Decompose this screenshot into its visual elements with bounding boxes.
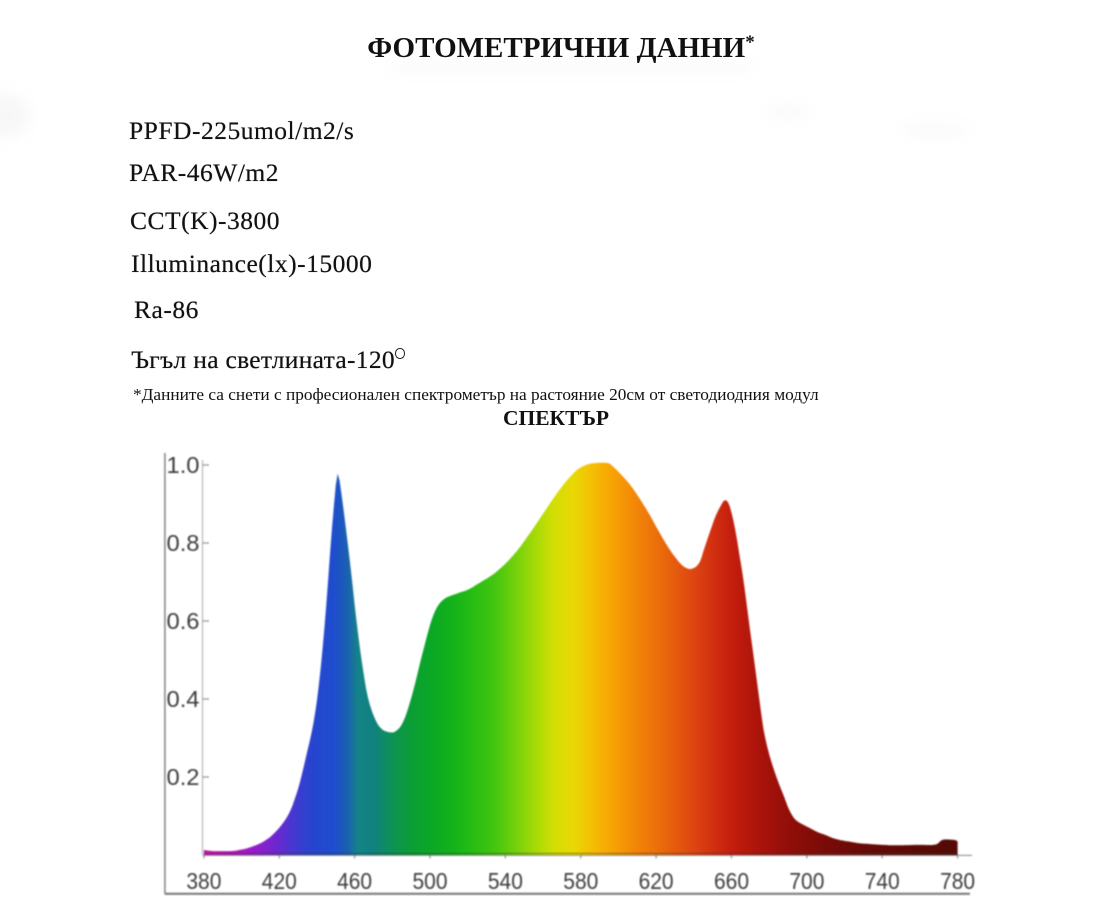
svg-text:460: 460 [337, 868, 372, 894]
svg-text:420: 420 [262, 868, 297, 894]
svg-text:380: 380 [186, 868, 221, 894]
svg-text:540: 540 [488, 868, 523, 894]
svg-text:620: 620 [639, 868, 674, 894]
svg-text:580: 580 [563, 868, 598, 894]
svg-text:740: 740 [865, 868, 900, 894]
svg-text:0.6: 0.6 [167, 608, 200, 634]
svg-text:500: 500 [413, 868, 448, 894]
svg-text:0.2: 0.2 [167, 764, 200, 790]
svg-text:700: 700 [789, 868, 824, 894]
svg-text:1.0: 1.0 [167, 452, 200, 478]
svg-text:660: 660 [714, 868, 749, 894]
svg-text:0.8: 0.8 [167, 530, 200, 556]
svg-text:0.4: 0.4 [167, 686, 200, 712]
svg-text:780: 780 [940, 868, 975, 894]
